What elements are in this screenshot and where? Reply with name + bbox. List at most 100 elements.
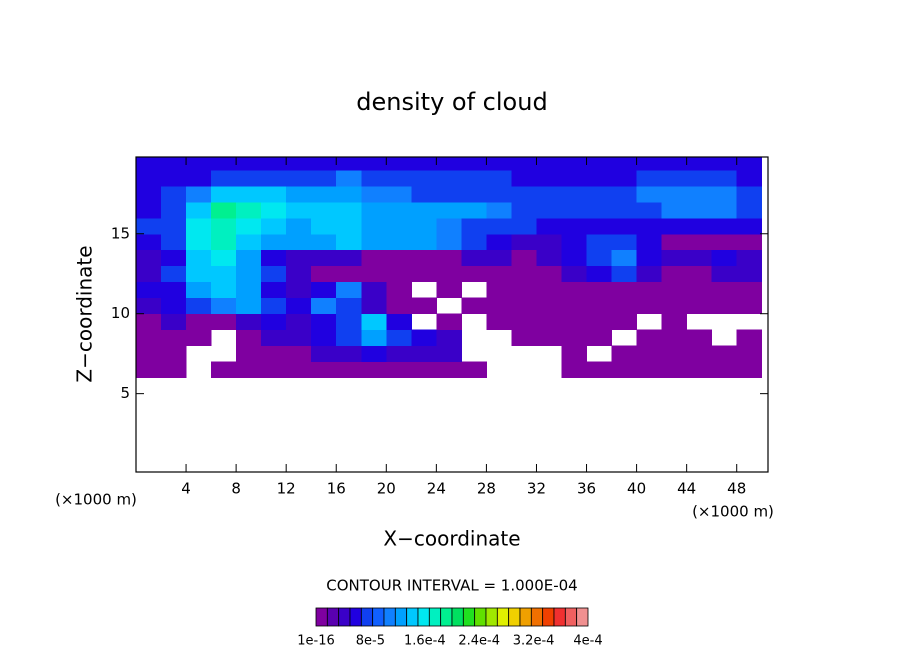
cell [586,361,613,379]
x-tick-label: 36 [577,480,596,498]
cell [411,329,437,347]
cell [686,201,713,219]
cell [136,185,162,203]
cell [736,201,763,219]
x-tick-label: 44 [677,480,696,498]
y-axis-label: Z−coordinate [73,245,97,382]
cell [461,265,487,283]
cell [486,313,512,331]
cell [736,185,763,203]
cell [686,345,713,363]
cell [636,297,663,315]
cell [636,157,663,171]
cell [586,201,613,219]
x-tick-label: 28 [477,480,496,498]
cell [286,281,312,299]
x-tick-label: 16 [327,480,346,498]
cell [636,169,663,187]
cell [136,169,162,187]
colorbar-swatch [360,607,374,627]
cell [661,217,688,235]
cell [136,249,162,267]
cell [186,313,212,331]
cell [186,157,212,171]
cell [486,201,512,219]
cell [586,329,613,347]
cell [511,329,537,347]
cell [686,169,713,187]
cell [236,297,262,315]
cell [386,185,412,203]
cell [586,233,613,251]
cell [311,313,337,331]
cell [386,217,412,235]
cell [311,281,337,299]
cell [711,157,738,171]
cell [661,281,688,299]
x-axis-unit: (×1000 m) [692,503,774,521]
cell [561,297,588,315]
cell [436,313,462,331]
cell [336,281,362,299]
colorbar-label: 4e-4 [573,634,602,649]
cell [161,345,187,363]
cell [511,217,537,235]
cell [711,281,738,299]
cell [186,281,212,299]
cell [261,329,287,347]
cell [136,281,162,299]
cell [211,233,237,251]
cell [236,185,262,203]
cell [136,201,162,219]
cell [286,297,312,315]
colorbar-swatch [440,607,453,627]
cell [161,249,187,267]
field [136,157,763,379]
x-tick-label: 12 [277,480,296,498]
cell [211,169,237,187]
cell [261,169,287,187]
cell [536,297,563,315]
x-tick-label: 4 [181,480,191,498]
cell [561,249,588,267]
cell [161,313,187,331]
cell [511,201,537,219]
cell [311,265,337,283]
cell [286,185,312,203]
cell [686,249,713,267]
cell [561,265,588,283]
cell [386,329,412,347]
cell [536,217,563,235]
cell [636,201,663,219]
cell [611,233,638,251]
cell [336,361,362,379]
cell [586,249,613,267]
x-tick-label: 20 [377,480,396,498]
cell [311,201,337,219]
cell [436,265,462,283]
cell [436,281,462,299]
cell [261,361,287,379]
cell [211,217,237,235]
cell [511,249,537,267]
cell [711,345,738,363]
cell [386,157,412,171]
cell [711,297,738,315]
cell [636,265,663,283]
cell [661,249,688,267]
cell [611,157,638,171]
cell [436,233,462,251]
cell [661,169,688,187]
cell [611,169,638,187]
cell [186,185,212,203]
cell [136,217,162,235]
cell [186,201,212,219]
cell [536,249,563,267]
cell [686,233,713,251]
cell [511,313,537,331]
cell [436,249,462,267]
cell [261,217,287,235]
cell [561,329,588,347]
cell [736,361,763,379]
cell [736,169,763,187]
